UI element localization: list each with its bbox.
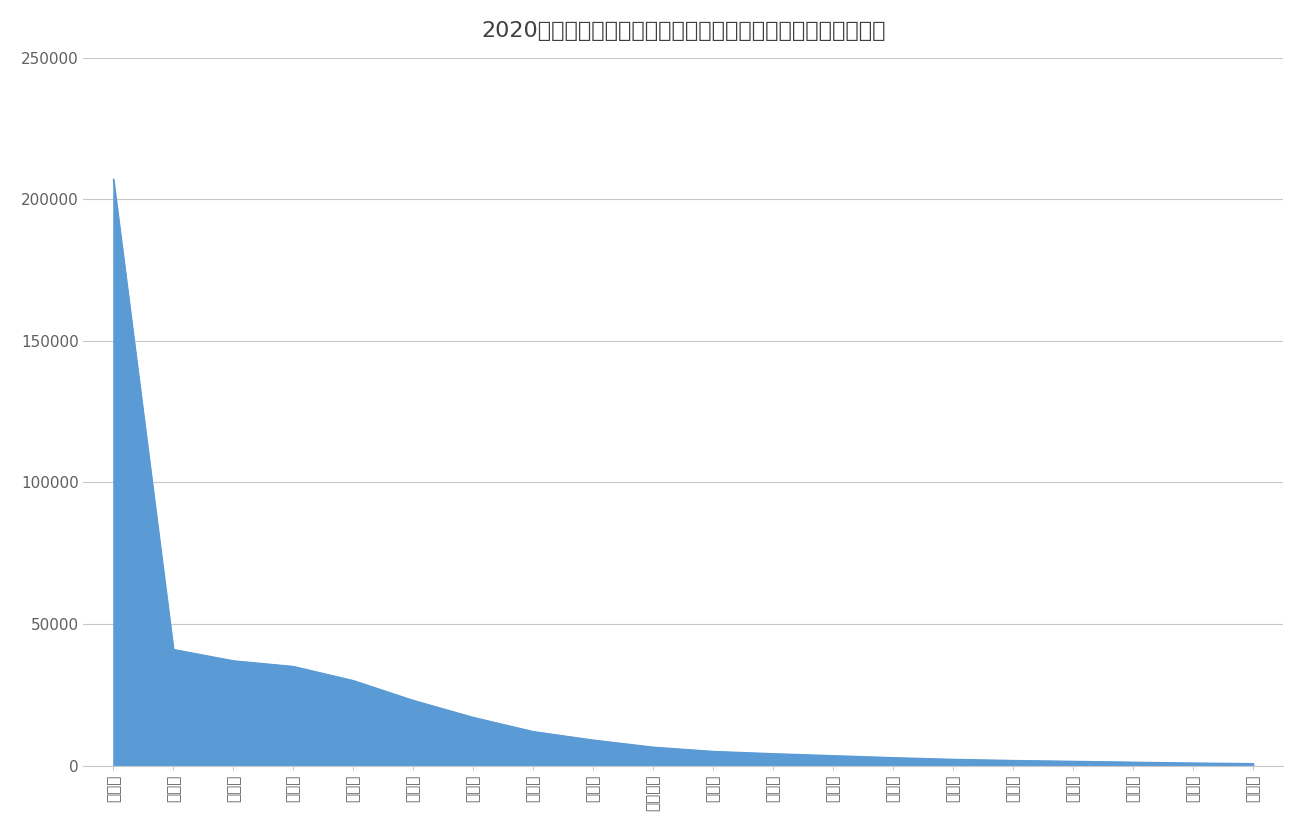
Title: 2020年中国工业锅炉产量前二十省市排名情况产量（蒸发量吨）: 2020年中国工业锅炉产量前二十省市排名情况产量（蒸发量吨） — [481, 21, 885, 41]
